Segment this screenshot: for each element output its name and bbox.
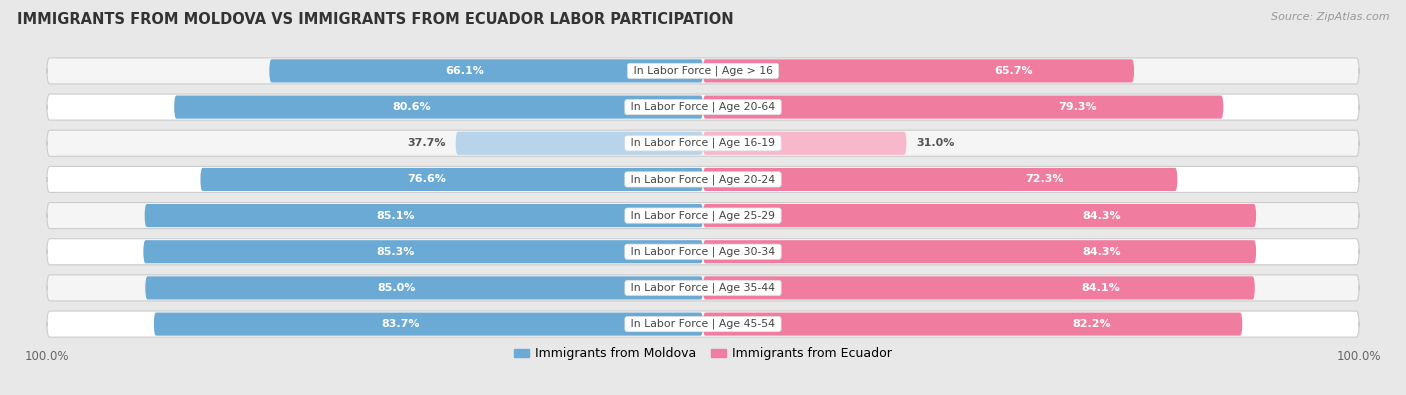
Text: 37.7%: 37.7% bbox=[408, 138, 446, 148]
FancyBboxPatch shape bbox=[703, 240, 1256, 263]
Text: 85.0%: 85.0% bbox=[377, 283, 415, 293]
FancyBboxPatch shape bbox=[46, 311, 1360, 337]
Text: 79.3%: 79.3% bbox=[1059, 102, 1097, 112]
Text: In Labor Force | Age > 16: In Labor Force | Age > 16 bbox=[630, 66, 776, 76]
FancyBboxPatch shape bbox=[46, 166, 1360, 192]
FancyBboxPatch shape bbox=[703, 168, 1177, 191]
Text: 85.1%: 85.1% bbox=[377, 211, 415, 220]
Text: In Labor Force | Age 30-34: In Labor Force | Age 30-34 bbox=[627, 246, 779, 257]
FancyBboxPatch shape bbox=[46, 94, 1360, 120]
FancyBboxPatch shape bbox=[46, 239, 1360, 265]
FancyBboxPatch shape bbox=[703, 204, 1256, 227]
FancyBboxPatch shape bbox=[143, 240, 703, 263]
FancyBboxPatch shape bbox=[703, 276, 1254, 299]
FancyBboxPatch shape bbox=[456, 132, 703, 155]
FancyBboxPatch shape bbox=[703, 59, 1135, 83]
Text: 66.1%: 66.1% bbox=[446, 66, 484, 76]
Text: 85.3%: 85.3% bbox=[375, 247, 415, 257]
Text: In Labor Force | Age 20-24: In Labor Force | Age 20-24 bbox=[627, 174, 779, 185]
Text: IMMIGRANTS FROM MOLDOVA VS IMMIGRANTS FROM ECUADOR LABOR PARTICIPATION: IMMIGRANTS FROM MOLDOVA VS IMMIGRANTS FR… bbox=[17, 12, 734, 27]
Text: 84.1%: 84.1% bbox=[1081, 283, 1119, 293]
FancyBboxPatch shape bbox=[174, 96, 703, 118]
FancyBboxPatch shape bbox=[703, 132, 907, 155]
Text: 72.3%: 72.3% bbox=[1025, 175, 1064, 184]
FancyBboxPatch shape bbox=[46, 275, 1360, 301]
Text: 83.7%: 83.7% bbox=[381, 319, 420, 329]
Text: In Labor Force | Age 25-29: In Labor Force | Age 25-29 bbox=[627, 210, 779, 221]
Text: In Labor Force | Age 16-19: In Labor Force | Age 16-19 bbox=[627, 138, 779, 149]
FancyBboxPatch shape bbox=[153, 312, 703, 336]
FancyBboxPatch shape bbox=[703, 96, 1223, 118]
FancyBboxPatch shape bbox=[145, 204, 703, 227]
Text: 84.3%: 84.3% bbox=[1083, 211, 1121, 220]
Legend: Immigrants from Moldova, Immigrants from Ecuador: Immigrants from Moldova, Immigrants from… bbox=[509, 342, 897, 365]
Text: Source: ZipAtlas.com: Source: ZipAtlas.com bbox=[1271, 12, 1389, 22]
Text: 65.7%: 65.7% bbox=[994, 66, 1032, 76]
Text: 31.0%: 31.0% bbox=[917, 138, 955, 148]
Text: In Labor Force | Age 35-44: In Labor Force | Age 35-44 bbox=[627, 283, 779, 293]
FancyBboxPatch shape bbox=[270, 59, 703, 83]
FancyBboxPatch shape bbox=[46, 58, 1360, 84]
FancyBboxPatch shape bbox=[46, 203, 1360, 229]
Text: In Labor Force | Age 45-54: In Labor Force | Age 45-54 bbox=[627, 319, 779, 329]
FancyBboxPatch shape bbox=[201, 168, 703, 191]
Text: 84.3%: 84.3% bbox=[1083, 247, 1121, 257]
Text: In Labor Force | Age 20-64: In Labor Force | Age 20-64 bbox=[627, 102, 779, 112]
FancyBboxPatch shape bbox=[703, 312, 1243, 336]
FancyBboxPatch shape bbox=[145, 276, 703, 299]
Text: 76.6%: 76.6% bbox=[408, 175, 446, 184]
Text: 82.2%: 82.2% bbox=[1071, 319, 1111, 329]
FancyBboxPatch shape bbox=[46, 130, 1360, 156]
Text: 80.6%: 80.6% bbox=[392, 102, 432, 112]
